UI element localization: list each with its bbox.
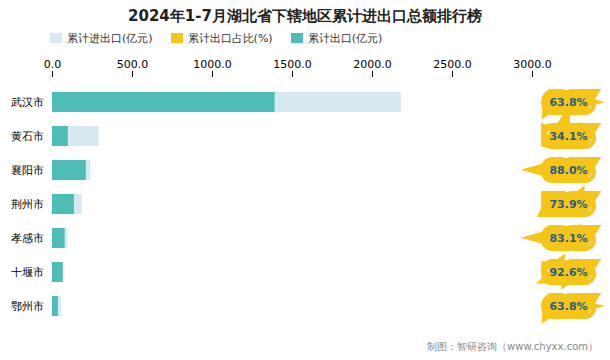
html-text:制图：智研咨询（www.chyxx.com）: 制图：智研咨询（www.chyxx.com）	[427, 341, 598, 352]
svg-text:鄂州市: 鄂州市	[11, 300, 44, 313]
html-text:累计出口占比(%): 累计出口占比(%)	[187, 31, 273, 45]
svg-text:孝感市: 孝感市	[11, 232, 44, 245]
svg-text:襄阳市: 襄阳市	[11, 164, 44, 177]
svg-text:3000.0: 3000.0	[513, 58, 552, 71]
svg-text:88.0%: 88.0%	[549, 164, 587, 177]
html-text:累计出口(亿元): 累计出口(亿元)	[307, 31, 383, 45]
html-text:2024年1-7月湖北省下辖地区累计进出口总额排行榜: 2024年1-7月湖北省下辖地区累计进出口总额排行榜	[128, 7, 482, 25]
svg-text:十堰市: 十堰市	[11, 266, 44, 279]
svg-text:83.1%: 83.1%	[549, 232, 587, 245]
svg-text:34.1%: 34.1%	[549, 130, 587, 143]
svg-text:63.8%: 63.8%	[549, 96, 587, 109]
svg-text:黄石市: 黄石市	[11, 130, 44, 143]
svg-text:1000.0: 1000.0	[193, 58, 232, 71]
svg-text:73.9%: 73.9%	[549, 198, 587, 211]
svg-text:500.0: 500.0	[117, 58, 149, 71]
svg-text:1500.0: 1500.0	[273, 58, 312, 71]
svg-text:2500.0: 2500.0	[433, 58, 472, 71]
html-text:累计进出口(亿元): 累计进出口(亿元)	[67, 31, 153, 45]
svg-text:92.6%: 92.6%	[549, 266, 587, 279]
svg-text:2000.0: 2000.0	[353, 58, 392, 71]
svg-text:0.0: 0.0	[44, 58, 62, 71]
svg-text:63.8%: 63.8%	[549, 300, 587, 313]
svg-text:武汉市: 武汉市	[11, 96, 44, 109]
svg-text:荆州市: 荆州市	[11, 198, 44, 211]
